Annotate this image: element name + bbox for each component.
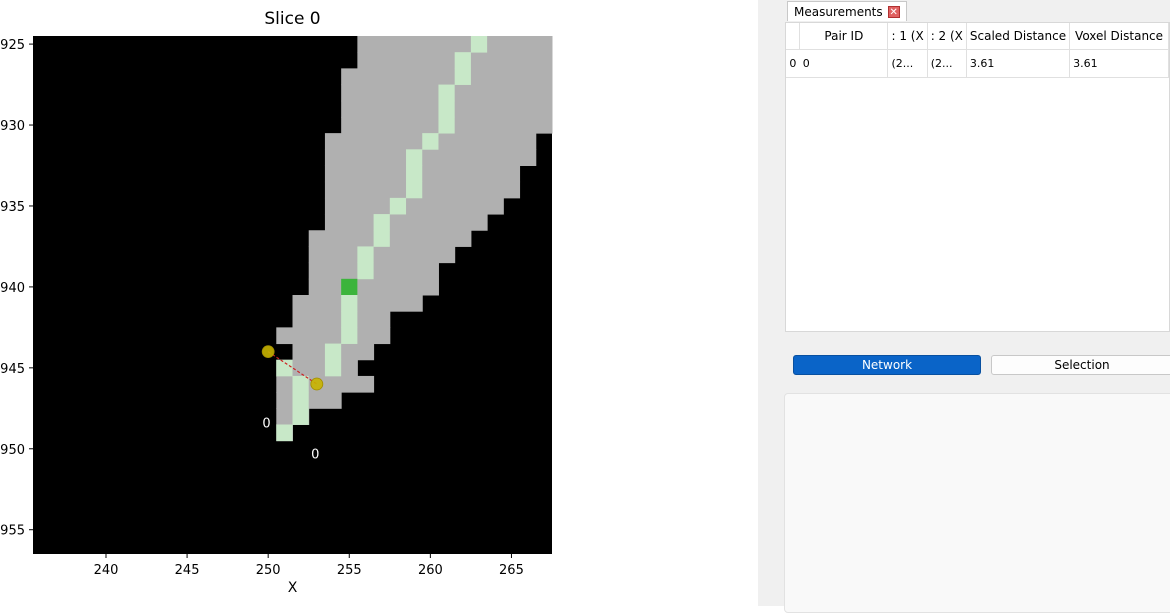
tissue-row	[324, 165, 521, 183]
plot-canvas[interactable]: 0 0 240 245 250 255 260 265 925 930 935 940 945 950 95…	[0, 0, 758, 606]
table-row[interactable]: 0 0 (2... (2... 3.61 3.61	[786, 49, 1169, 78]
y-tick-label: 925	[0, 38, 25, 53]
measurement-point	[310, 377, 324, 391]
tab-bar: Measurements ✕	[783, 0, 1170, 22]
cell-point-1[interactable]: (2...	[887, 49, 928, 78]
mode-buttons: Network Selection	[783, 354, 1170, 376]
cell-voxel-distance[interactable]: 3.61	[1069, 49, 1169, 78]
tissue-row	[276, 392, 342, 409]
tab-measurements[interactable]: Measurements ✕	[787, 1, 907, 21]
table-header-row: Pair ID : 1 (X : 2 (X Scaled Distance Vo…	[786, 23, 1169, 50]
tissue-row	[324, 214, 488, 231]
centerline-voxel	[470, 36, 488, 53]
slice-title: Slice 0	[264, 9, 321, 29]
y-tick-label: 955	[0, 524, 25, 539]
column-header-point-2[interactable]: : 2 (X	[927, 23, 967, 50]
tissue-row	[324, 197, 504, 215]
x-tick-label: 250	[256, 563, 281, 578]
centerline-voxel	[438, 84, 455, 102]
centerline-voxel	[438, 116, 455, 134]
tissue-row	[324, 149, 537, 166]
centerline-voxel	[357, 262, 374, 280]
centerline-voxel	[406, 165, 423, 183]
x-tick-label: 245	[175, 563, 200, 578]
cell-pair-id[interactable]: 0	[799, 49, 889, 78]
column-header-point-1[interactable]: : 1 (X	[887, 23, 928, 50]
centerline-voxel	[324, 359, 342, 377]
centerline-voxel	[341, 327, 358, 344]
tissue-row	[276, 375, 375, 393]
column-header-pair-id[interactable]: Pair ID	[799, 23, 889, 50]
tissue-row	[324, 181, 521, 199]
right-panel: Measurements ✕ Pair ID : 1 (X : 2 (X Sca…	[783, 0, 1170, 613]
y-tick-label: 945	[0, 362, 25, 377]
slice-plot-svg[interactable]: 0 0 240 245 250 255 260 265 925 930 935 940 945 950 95…	[0, 0, 758, 606]
measurement-point	[261, 345, 275, 359]
annotation-label: 0	[311, 447, 319, 462]
centerline-voxel	[341, 311, 358, 328]
column-header-scaled-distance[interactable]: Scaled Distance	[966, 23, 1071, 50]
centerline-voxel	[454, 68, 471, 85]
column-header-voxel-distance[interactable]: Voxel Distance	[1069, 23, 1169, 50]
measurements-table: Pair ID : 1 (X : 2 (X Scaled Distance Vo…	[786, 23, 1169, 78]
tissue-row	[308, 262, 439, 280]
x-tick-label: 260	[418, 563, 443, 578]
centerline-voxel	[438, 100, 455, 118]
centerline-voxel	[406, 149, 423, 166]
plot-area: Slice 0 0 0 240 245 250 255 260 265 925 930 935 940…	[0, 0, 758, 606]
centerline-voxel	[292, 408, 309, 425]
centerline-voxel	[276, 424, 293, 442]
highlighted-voxel	[341, 278, 358, 295]
x-axis-label: X	[287, 580, 298, 596]
tissue-row	[292, 295, 423, 312]
tab-measurements-label: Measurements	[794, 4, 883, 19]
centerline-voxel	[324, 343, 342, 361]
centerline-voxel	[276, 359, 293, 377]
tissue-row	[308, 230, 472, 247]
y-tick-label: 950	[0, 443, 25, 458]
measurements-table-container: Pair ID : 1 (X : 2 (X Scaled Distance Vo…	[785, 22, 1170, 332]
centerline-voxel	[373, 214, 390, 231]
cell-scaled-distance[interactable]: 3.61	[966, 49, 1071, 78]
close-icon[interactable]: ✕	[887, 5, 900, 18]
tissue-row	[357, 36, 553, 53]
row-index-header	[786, 23, 801, 50]
splitter[interactable]	[758, 0, 783, 606]
tissue-row	[308, 246, 456, 264]
centerline-voxel	[422, 133, 439, 150]
tissue-row	[276, 327, 391, 345]
centerline-voxel	[292, 392, 309, 409]
x-tick-label: 240	[94, 563, 119, 578]
centerline-voxel	[454, 52, 471, 69]
annotation-label: 0	[262, 417, 270, 432]
centerline-voxel	[389, 197, 407, 215]
centerline-voxel	[406, 181, 423, 199]
tissue-row	[308, 278, 439, 296]
centerline-voxel	[292, 375, 309, 393]
y-tick-label: 940	[0, 281, 25, 296]
centerline-voxel	[341, 295, 358, 312]
row-index[interactable]: 0	[786, 49, 800, 78]
tissue-row	[341, 68, 553, 86]
x-tick-label: 265	[499, 563, 524, 578]
centerline-voxel	[357, 246, 374, 264]
network-button[interactable]: Network	[793, 355, 981, 375]
selection-button[interactable]: Selection	[991, 355, 1170, 375]
network-panel-content	[784, 393, 1170, 613]
y-tick-label: 930	[0, 119, 25, 134]
x-tick-label: 255	[337, 563, 362, 578]
cell-point-2[interactable]: (2...	[927, 49, 967, 78]
centerline-voxel	[373, 230, 390, 247]
y-tick-label: 935	[0, 200, 25, 215]
